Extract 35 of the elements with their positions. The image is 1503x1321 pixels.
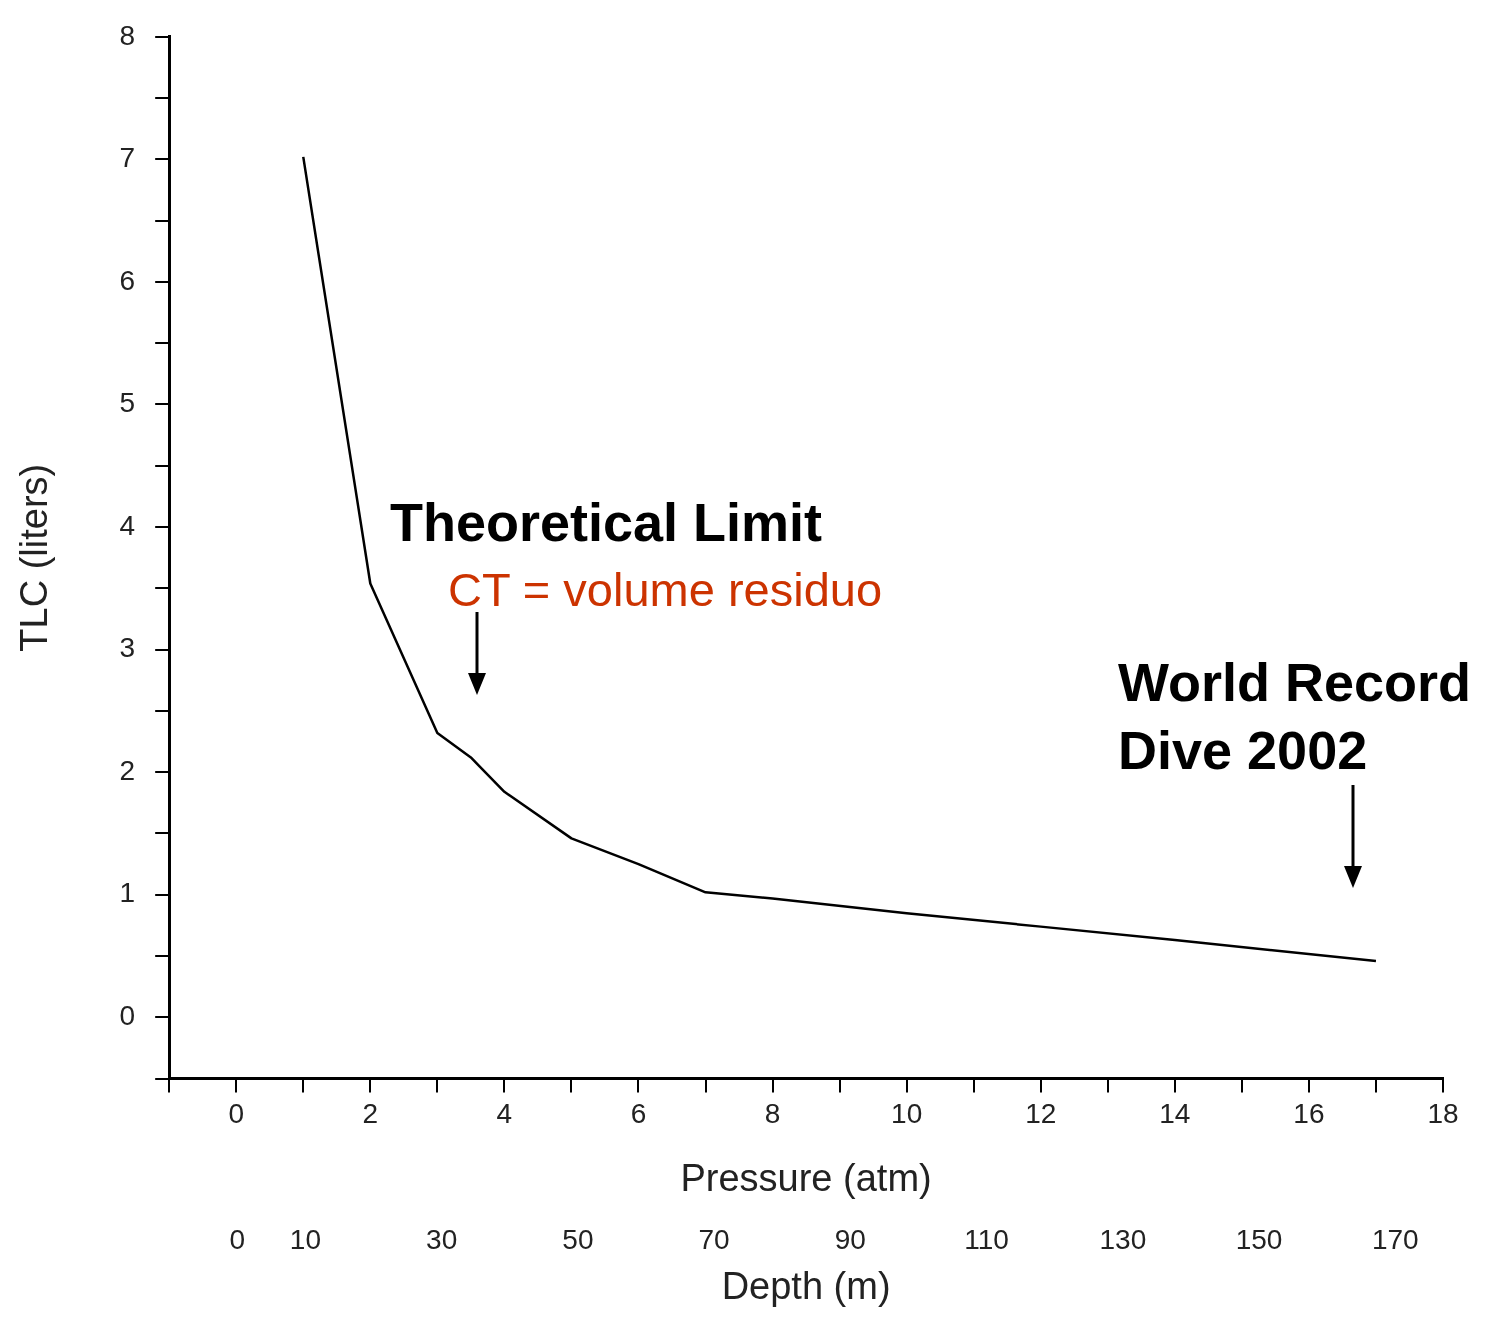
annotation: Theoretical Limit bbox=[390, 491, 823, 554]
y-tick-label: 0 bbox=[119, 1000, 136, 1032]
annotation: CT = volume residuo bbox=[448, 562, 883, 618]
y-tick-label: 1 bbox=[119, 877, 136, 909]
x-tick-label: 0 bbox=[228, 1098, 244, 1130]
x-tick-label: 6 bbox=[630, 1098, 647, 1130]
y-tick-label: 5 bbox=[119, 387, 136, 419]
y-tick-label: 2 bbox=[119, 754, 136, 786]
y-tick-label: 6 bbox=[119, 264, 136, 296]
x-tick-label: 10 bbox=[891, 1098, 923, 1130]
y-tick-label: 3 bbox=[119, 632, 136, 664]
x-tick-label: 2 bbox=[362, 1098, 379, 1130]
x2-axis-title: Depth (m) bbox=[721, 1264, 891, 1307]
x-tick-label: 8 bbox=[764, 1098, 781, 1130]
x-tick-label: 14 bbox=[1159, 1098, 1191, 1130]
x2-tick-label: 130 bbox=[1099, 1224, 1147, 1256]
x-tick-label: 4 bbox=[496, 1098, 513, 1130]
y-axis-title: TLC (liters) bbox=[13, 463, 56, 652]
x-tick-label: 18 bbox=[1427, 1098, 1459, 1130]
x2-tick-label: 30 bbox=[426, 1224, 458, 1256]
y-tick-label: 7 bbox=[119, 142, 136, 174]
y-tick-label: 4 bbox=[119, 509, 136, 541]
x2-tick-label: 170 bbox=[1371, 1224, 1419, 1256]
x2-tick-label: 70 bbox=[698, 1224, 730, 1256]
x2-tick-label: 90 bbox=[834, 1224, 866, 1256]
x2-tick-label: 10 bbox=[289, 1224, 321, 1256]
x2-tick-label: 150 bbox=[1235, 1224, 1283, 1256]
y-tick-label: 8 bbox=[119, 19, 136, 51]
x2-tick-label: 0 bbox=[229, 1224, 246, 1256]
x2-tick-label: 110 bbox=[964, 1224, 1009, 1256]
x2-tick-label: 50 bbox=[562, 1224, 594, 1256]
x-axis-title: Pressure (atm) bbox=[680, 1157, 932, 1200]
annotation: World Record Dive 2002 bbox=[1118, 651, 1472, 782]
x-tick-label: 12 bbox=[1025, 1098, 1057, 1130]
x-tick-label: 16 bbox=[1293, 1098, 1325, 1130]
